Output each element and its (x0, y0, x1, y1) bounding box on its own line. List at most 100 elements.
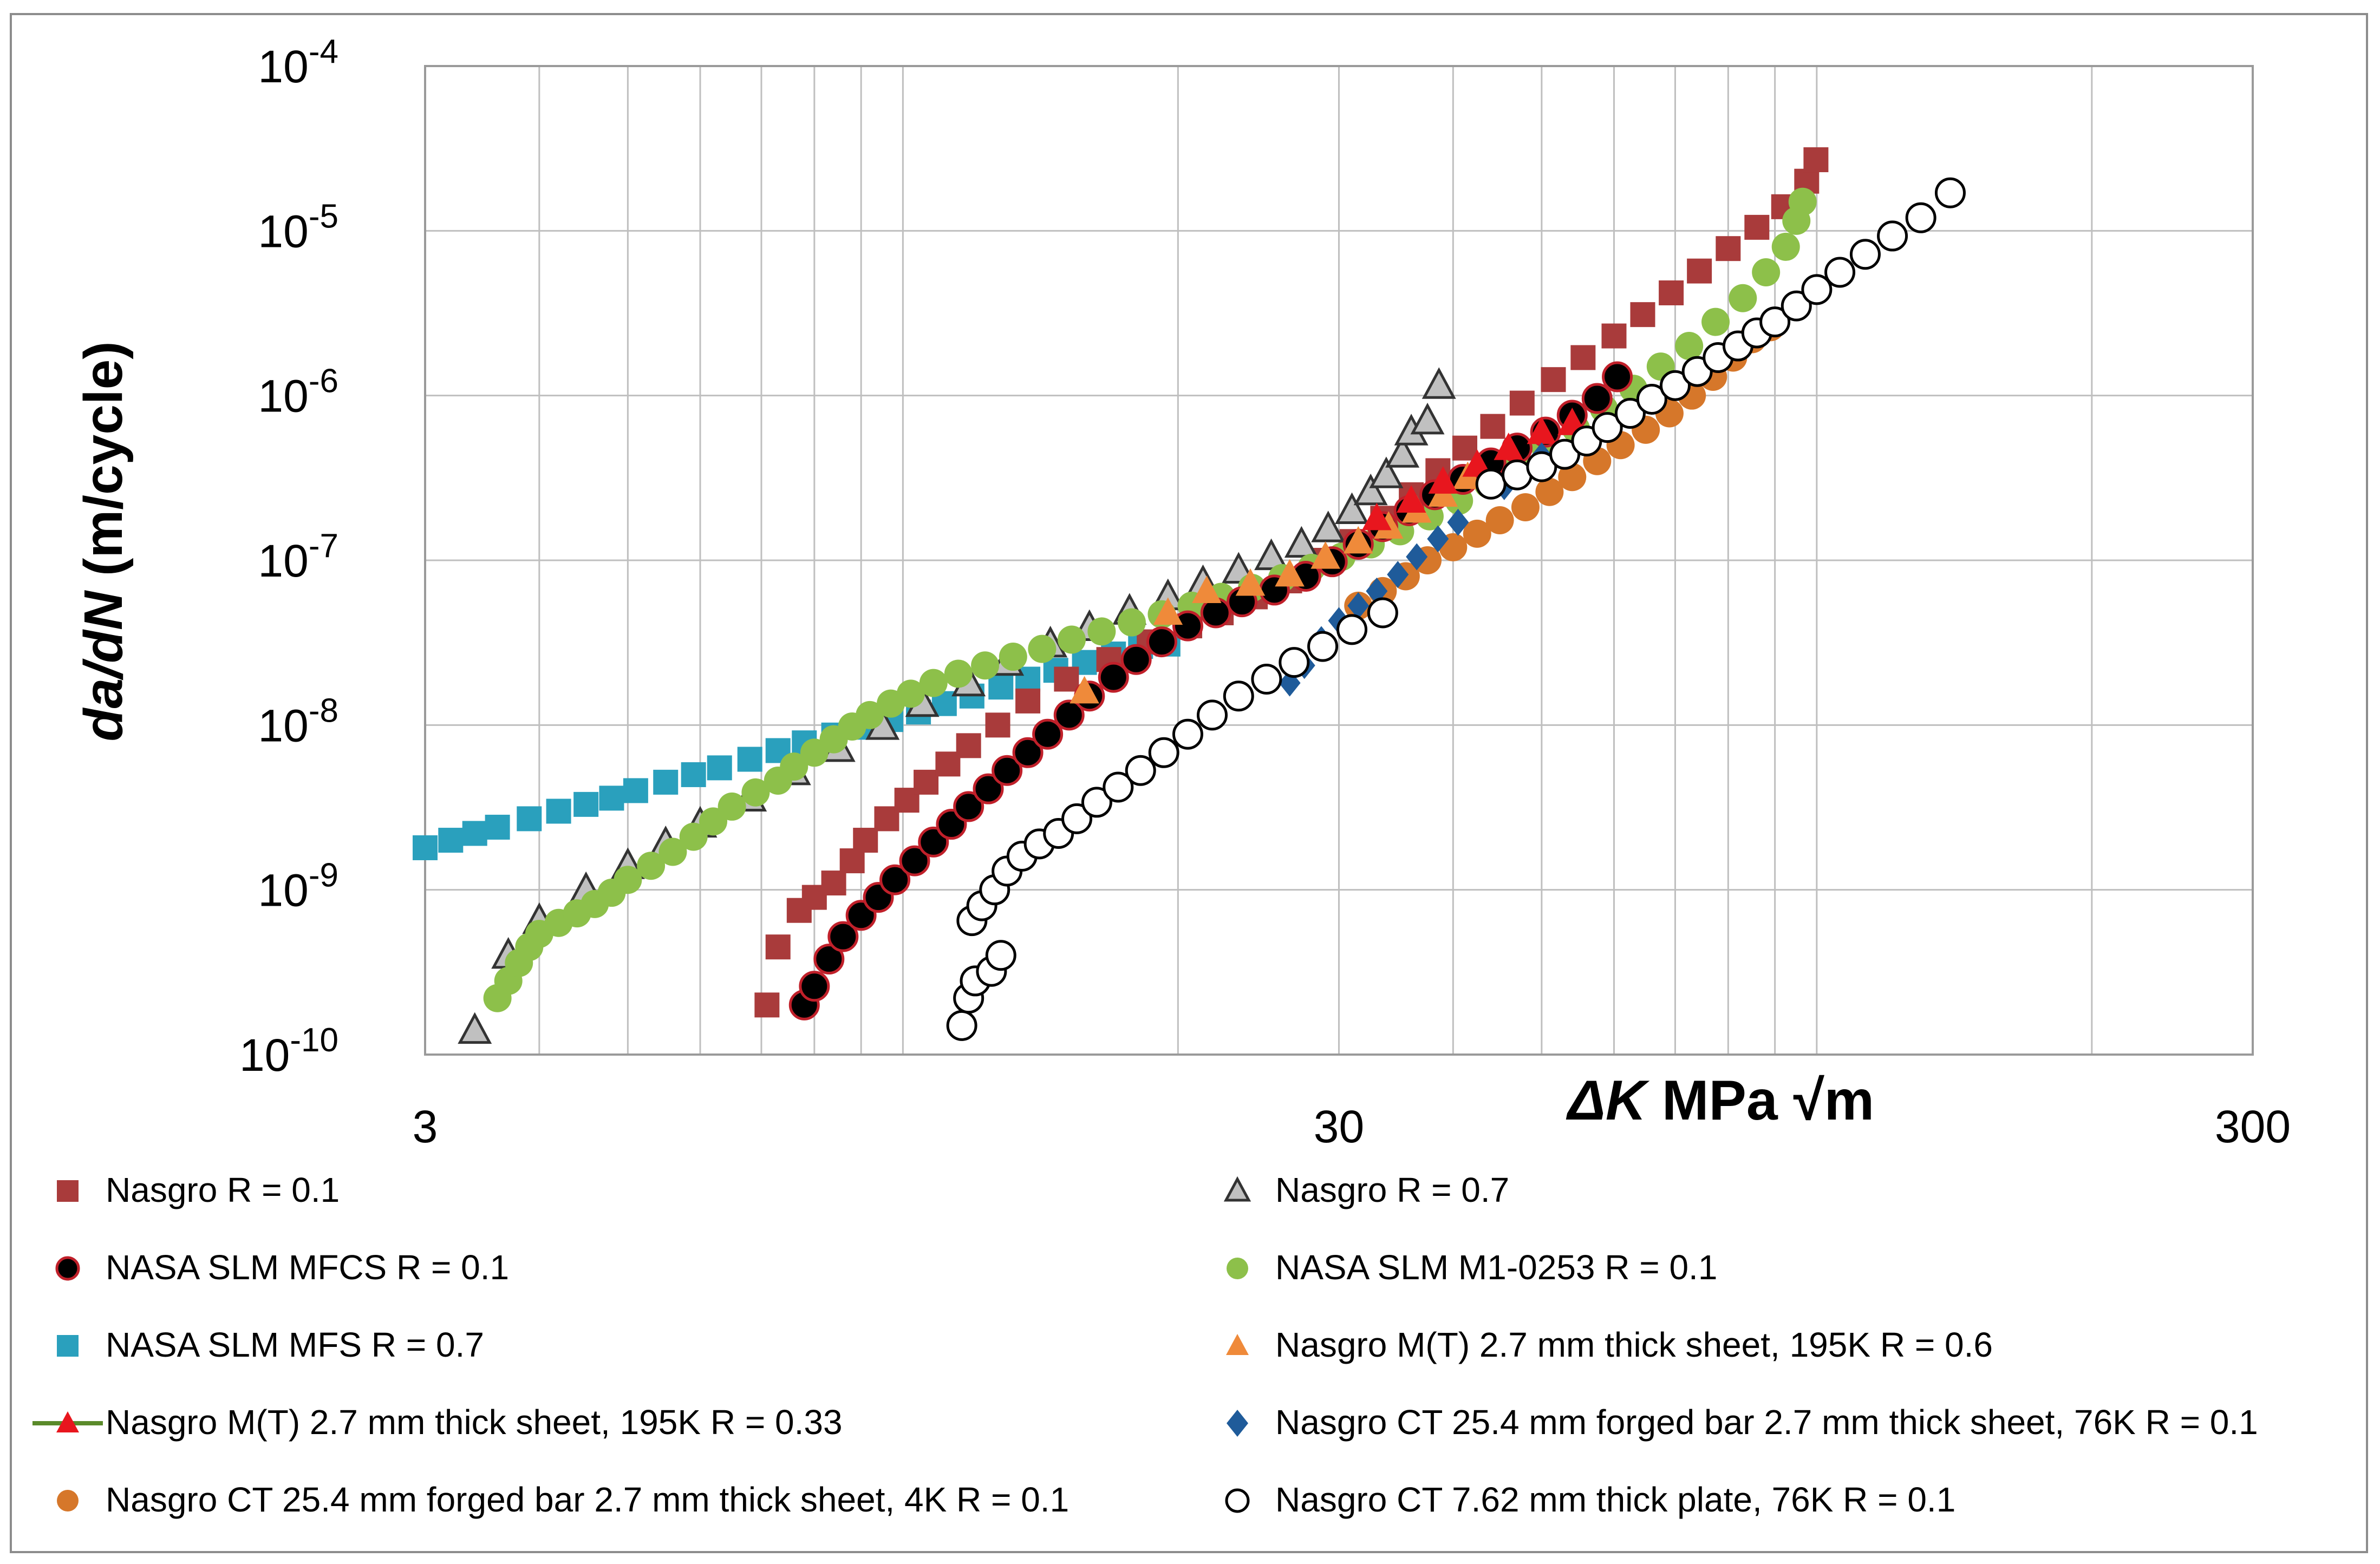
data-point (679, 822, 708, 851)
data-point (1422, 367, 1456, 399)
y-tick-label: 10-6 (258, 363, 338, 422)
legend: Nasgro R = 0.1 Nasgro R = 0.7 NASA SLM MFC… (32, 1170, 2258, 1519)
x-axis-title: ΔK MPa √m (1566, 1069, 1874, 1132)
data-point (780, 752, 808, 781)
legend-marker (1226, 1334, 1249, 1355)
data-point (718, 792, 746, 821)
data-point (1511, 493, 1540, 521)
data-point (985, 940, 1016, 971)
data-point (1410, 402, 1445, 435)
series-1 (458, 367, 1456, 1044)
data-point (699, 807, 728, 836)
data-point (614, 866, 642, 894)
data-point (599, 786, 624, 811)
data-point (1362, 502, 1392, 531)
data-point (1592, 412, 1623, 443)
y-tick-label: 10-7 (258, 527, 338, 586)
data-point (1801, 274, 1833, 305)
legend-label: NASA SLM MFS R = 0.7 (106, 1325, 484, 1364)
data-point (1279, 647, 1310, 678)
data-point (1367, 597, 1398, 629)
data-point (1659, 280, 1684, 305)
data-point (1905, 202, 1936, 233)
x-tick-label: 3 (413, 1101, 438, 1152)
data-point (988, 675, 1014, 700)
data-point (1251, 663, 1282, 695)
data-point (1148, 737, 1179, 768)
data-point (946, 1010, 977, 1041)
data-point (1485, 506, 1514, 535)
data-point (896, 679, 925, 708)
data-point (1636, 383, 1667, 415)
data-point (1015, 688, 1041, 714)
series-3 (483, 187, 1817, 1012)
y-tick-label: 10-10 (239, 1022, 338, 1081)
data-point (1601, 323, 1627, 349)
data-point (1336, 614, 1368, 645)
x-tick-label: 300 (2215, 1101, 2291, 1152)
axes: 3 30 300 10-10 10-9 10-8 10-7 10-6 10-5 10-4 ΔK MP… (73, 33, 2291, 1152)
data-point (1527, 416, 1557, 444)
data-point (1058, 625, 1086, 654)
data-point (956, 733, 981, 758)
data-point (1541, 367, 1566, 392)
data-point (813, 944, 845, 975)
legend-marker (1225, 1488, 1250, 1513)
data-point (1729, 284, 1757, 312)
data-point (1428, 466, 1458, 494)
data-point (1570, 345, 1596, 370)
plot-area-border (424, 65, 2254, 1056)
data-point (1681, 356, 1713, 387)
data-point (1120, 644, 1152, 675)
data-point (1462, 449, 1492, 477)
series-layer (413, 147, 1966, 1044)
data-point (1087, 617, 1116, 646)
data-point (1387, 561, 1409, 588)
x-tick-label: 30 (1314, 1101, 1364, 1152)
data-point (637, 852, 666, 880)
data-point (827, 921, 859, 952)
data-point (1771, 232, 1800, 261)
data-point (1343, 526, 1373, 554)
data-point (1716, 236, 1741, 261)
data-point (1480, 414, 1505, 439)
data-point (944, 659, 973, 688)
data-point (1307, 631, 1339, 662)
data-point (1630, 302, 1655, 328)
data-point (1146, 626, 1177, 658)
data-point (1353, 473, 1388, 506)
legend-label: Nasgro M(T) 2.7 mm thick sheet, 195K R =… (106, 1403, 843, 1442)
data-point (1687, 258, 1712, 284)
data-point (1602, 361, 1633, 392)
legend-marker (57, 1490, 79, 1511)
data-point (653, 769, 679, 795)
data-point (1509, 390, 1535, 416)
data-point (914, 769, 939, 795)
legend-label: Nasgro CT 25.4 mm forged bar 2.7 mm thic… (106, 1480, 1069, 1519)
data-point (1427, 525, 1449, 553)
data-point (1081, 787, 1112, 818)
data-point (546, 799, 571, 824)
data-point (1369, 456, 1404, 488)
data-point (462, 821, 487, 846)
data-point (856, 701, 884, 729)
data-point (1385, 436, 1420, 468)
data-point (1103, 771, 1134, 803)
data-point (681, 762, 706, 787)
data-point (1452, 435, 1477, 461)
data-point (1752, 258, 1781, 286)
data-point (1032, 718, 1064, 750)
chart-frame (10, 13, 2368, 1553)
y-tick-label: 10-5 (258, 198, 338, 257)
legend-label: Nasgro R = 0.1 (106, 1170, 340, 1209)
data-point (1223, 680, 1254, 712)
data-point (971, 651, 1000, 680)
y-axis-title: da/dN (m/cycle) (73, 341, 134, 741)
data-point (821, 871, 846, 896)
series-9 (946, 177, 1966, 1041)
data-point (1701, 307, 1730, 336)
data-point (765, 934, 791, 960)
data-point (737, 747, 762, 772)
data-point (1396, 485, 1426, 513)
data-point (1053, 699, 1085, 731)
